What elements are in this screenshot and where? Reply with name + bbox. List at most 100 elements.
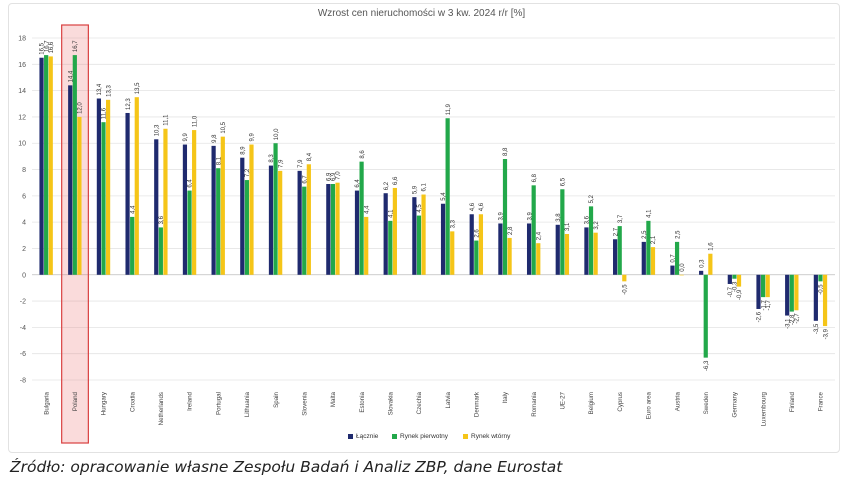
data-label: 6,9: [331, 172, 337, 181]
x-tick-label: Luxembourg: [760, 391, 767, 426]
bar-rynek-pierwotny-slovakia: [388, 220, 393, 275]
bar-rynek-wt-rny-romania: [536, 243, 541, 275]
data-label: 5,9: [413, 185, 419, 194]
data-label: 11,0: [192, 115, 198, 127]
bar-rynek-wt-rny-austria: [679, 274, 684, 276]
bar-cznie-romania: [526, 223, 532, 275]
bar-rynek-pierwotny-estonia: [359, 161, 364, 275]
y-tick-label: 16: [18, 62, 26, 69]
y-tick-label: 12: [18, 114, 26, 121]
data-label: -3,9: [823, 328, 829, 339]
bar-rynek-pierwotny-finland: [789, 274, 794, 312]
bar-rynek-pierwotny-germany: [732, 274, 737, 279]
data-label: -3,5: [814, 323, 820, 334]
x-tick-label: Romania: [531, 391, 538, 416]
data-label: -0,7: [728, 286, 734, 297]
bar-rynek-wt-rny-italy: [507, 237, 512, 275]
data-label: 8,9: [240, 146, 246, 155]
data-label: 2,5: [642, 230, 648, 239]
data-label: 3,9: [527, 211, 533, 220]
data-label: -3,1: [785, 318, 791, 329]
x-tick-label: Finland: [789, 391, 796, 412]
x-tick-label: Italy: [502, 391, 509, 403]
bar-cznie-italy: [498, 223, 503, 275]
bar-cznie-portugal: [211, 145, 216, 275]
y-tick-label: -2: [20, 299, 26, 306]
data-label: 13,3: [106, 84, 112, 96]
bar-rynek-pierwotny-romania: [531, 185, 536, 275]
bar-rynek-wt-rny-malta: [335, 182, 340, 275]
bar-rynek-pierwotny-czechia: [416, 215, 422, 275]
bar-rynek-wt-rny-sweden: [708, 253, 713, 275]
data-label: -2,6: [757, 311, 763, 322]
data-label: 0,7: [671, 254, 677, 263]
data-label: 13,5: [135, 82, 141, 94]
bar-cznie-slovakia: [383, 193, 388, 275]
data-label: 4,5: [417, 204, 423, 213]
chart-title: Wzrost cen nieruchomości w 3 kw. 2024 r/…: [317, 8, 526, 19]
data-label: 8,1: [216, 156, 222, 165]
data-label: 3,3: [450, 219, 456, 228]
bar-cznie-slovenia: [297, 170, 302, 275]
bar-rynek-pierwotny-slovenia: [302, 186, 307, 275]
data-label: 10,5: [221, 121, 227, 133]
data-label: 3,1: [565, 222, 571, 231]
data-label: 2,7: [613, 227, 619, 236]
data-label: -0,9: [737, 289, 743, 300]
x-tick-label: Lithuania: [244, 391, 251, 417]
x-tick-label: Cyprus: [617, 392, 624, 412]
bar-rynek-pierwotny-spain: [273, 143, 278, 275]
data-label: 16,5: [40, 42, 46, 54]
bar-rynek-wt-rny-france: [822, 274, 828, 327]
y-tick-label: -4: [20, 325, 26, 332]
data-label: 4,4: [364, 205, 370, 214]
legend-label-lacznie: Łącznie: [356, 433, 379, 440]
legend-label-rynek-pierwotny: Rynek pierwotny: [400, 433, 449, 440]
bar-cznie-sweden: [699, 270, 704, 275]
x-tick-label: Ireland: [187, 391, 194, 410]
bar-rynek-pierwotny-ireland: [187, 190, 192, 275]
x-tick-label: Spain: [273, 391, 280, 407]
bar-rynek-wt-rny-slovakia: [392, 187, 397, 275]
bar-rynek-wt-rny-hungary: [105, 99, 111, 275]
data-label: 9,9: [250, 133, 256, 142]
x-tick-label: Portugal: [215, 392, 222, 415]
x-tick-label: Czechia: [416, 391, 423, 414]
data-label: 6,9: [327, 172, 333, 181]
bar-cznie-spain: [268, 165, 274, 275]
data-label: 6,2: [384, 181, 390, 190]
data-label: 3,8: [556, 213, 562, 222]
bar-cznie-lithuania: [240, 157, 245, 275]
data-label: 3,6: [159, 215, 165, 224]
data-label: 8,4: [307, 152, 313, 161]
data-label: -2,7: [795, 313, 801, 324]
legend-item-lacznie: Łącznie: [348, 433, 378, 440]
data-label: 4,6: [479, 202, 485, 211]
bar-rynek-pierwotny-malta: [330, 184, 336, 275]
data-label: 9,9: [183, 133, 189, 142]
data-label: 3,7: [618, 214, 624, 223]
legend-label-rynek-wtorny: Rynek wtórny: [471, 433, 511, 440]
bar-rynek-pierwotny-luxembourg: [761, 274, 766, 298]
bar-rynek-pierwotny-latvia: [445, 118, 450, 275]
bar-rynek-wt-rny-germany: [736, 274, 742, 287]
x-tick-label: Hungary: [101, 391, 108, 415]
bar-rynek-wt-rny-ireland: [192, 130, 197, 275]
y-tick-label: 10: [18, 141, 26, 148]
data-label: -0,5: [623, 284, 629, 295]
data-label: 0,0: [680, 263, 686, 272]
bar-rynek-wt-rny-slovenia: [306, 164, 311, 275]
x-tick-label: Estonia: [359, 391, 366, 412]
data-label: 2,6: [475, 229, 481, 238]
bar-cznie-estonia: [354, 190, 360, 275]
bar-cznie-belgium: [584, 227, 589, 275]
data-label: 6,8: [532, 173, 538, 182]
data-label: -0,3: [733, 281, 739, 292]
bar-cznie-croatia: [125, 112, 130, 275]
x-tick-label: Bulgaria: [43, 391, 50, 414]
data-label: 6,5: [561, 177, 567, 186]
bar-cznie-germany: [727, 274, 732, 284]
bar-cznie-hungary: [96, 98, 101, 275]
data-label: 3,6: [585, 215, 591, 224]
